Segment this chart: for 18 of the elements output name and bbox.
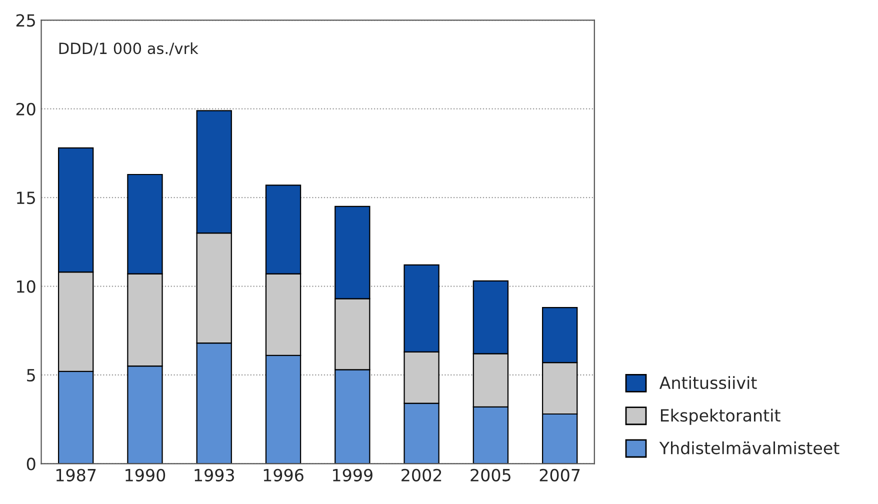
x-tick-label: 2007 bbox=[540, 468, 580, 482]
annotation: DDD/1 000 as./vrk bbox=[59, 42, 198, 56]
x-tick-label: 1999 bbox=[333, 468, 372, 482]
x-tick-label: 2002 bbox=[402, 468, 442, 482]
legend-label: Ekspektorantit bbox=[660, 408, 780, 425]
x-tick-label: 1987 bbox=[56, 468, 96, 482]
x-tick-label: 2005 bbox=[470, 468, 510, 482]
y-tick-label: 0 bbox=[26, 458, 36, 470]
y-tick-label: 25 bbox=[16, 14, 35, 27]
x-tick-label: 1990 bbox=[126, 468, 166, 482]
y-tick-label: 5 bbox=[27, 369, 35, 382]
legend-label: Antitussiivit bbox=[659, 376, 757, 390]
x-tick-label: 1993 bbox=[194, 468, 234, 482]
legend-label: Yhdistelmävalmisteet bbox=[659, 441, 840, 454]
x-tick-label: 1996 bbox=[264, 468, 304, 482]
y-tick-label: 15 bbox=[17, 192, 35, 204]
y-tick-label: 20 bbox=[16, 102, 36, 116]
y-tick-label: 10 bbox=[17, 280, 36, 293]
